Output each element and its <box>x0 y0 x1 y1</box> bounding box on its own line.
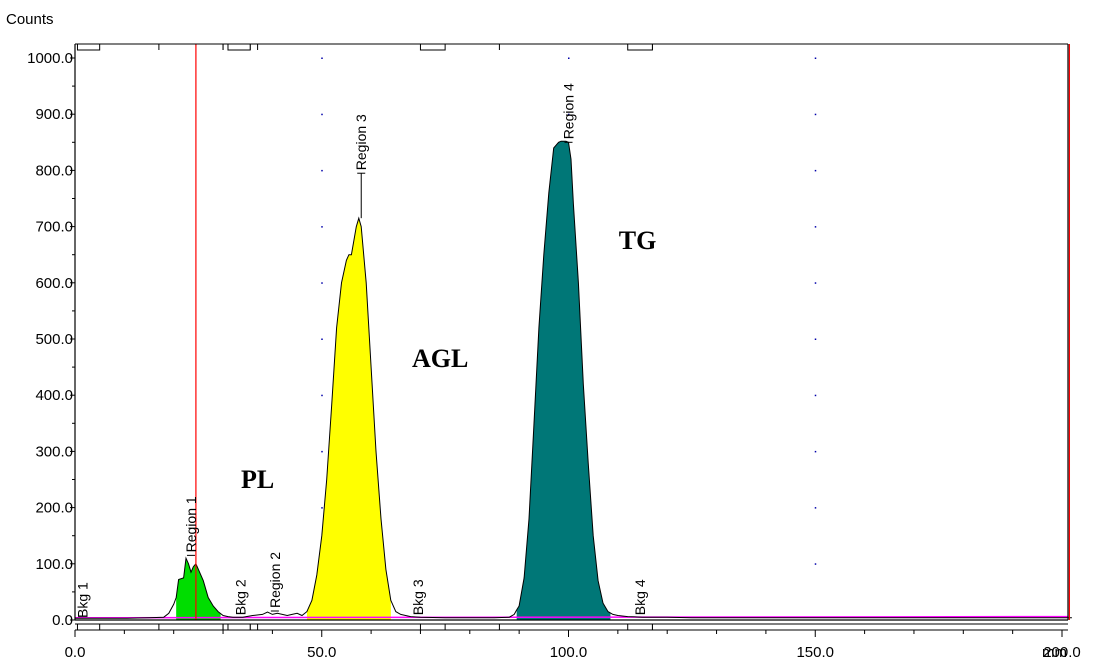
x-tick-label: 150.0 <box>796 644 834 661</box>
region-3-fill <box>306 218 391 621</box>
top-bkg-box[interactable] <box>419 43 446 51</box>
grid-dot <box>321 394 323 397</box>
bkg-label-2: Bkg 2 <box>232 579 248 615</box>
x-tick-label: 50.0 <box>307 644 336 661</box>
y-tick-label: 100.0 <box>35 556 73 573</box>
region-1-fill <box>176 558 221 620</box>
top-bkg-box[interactable] <box>76 43 101 51</box>
grid-dot <box>814 169 817 172</box>
bottom-bkg-box[interactable] <box>627 623 653 631</box>
x-tick-label: 100.0 <box>550 644 588 661</box>
bottom-bkg-box[interactable] <box>76 623 101 631</box>
grid-dot <box>814 394 817 397</box>
peak-label-agl: AGL <box>412 344 468 373</box>
y-tick-label: 200.0 <box>35 500 73 517</box>
y-tick-label: 700.0 <box>35 219 73 236</box>
y-tick-label: 800.0 <box>35 162 73 179</box>
grid-dot <box>814 450 817 453</box>
signal-trace <box>75 140 1072 619</box>
grid-dot <box>321 57 323 59</box>
bottom-bkg-box[interactable] <box>419 623 446 631</box>
y-axis-label: Counts <box>6 11 54 28</box>
grid-dot <box>814 226 817 228</box>
bkg-label-3: Bkg 3 <box>410 579 426 615</box>
grid-dot <box>321 226 323 228</box>
grid-dot <box>321 282 323 284</box>
bkg-label-4: Bkg 4 <box>632 579 648 615</box>
peak-fills <box>176 141 611 621</box>
grid-dot <box>568 113 570 116</box>
region-1-label: Region 1 <box>183 496 199 552</box>
y-tick-label: 500.0 <box>35 331 73 348</box>
grid-dot <box>321 450 323 453</box>
region-4-label: Region 4 <box>561 83 577 139</box>
x-axis-unit-label: mm <box>1042 644 1067 661</box>
grid-dot <box>814 57 817 59</box>
region-2-label: Region 2 <box>267 552 283 608</box>
region-4-fill <box>516 141 611 620</box>
grid-dot <box>814 507 817 509</box>
y-tick-label: 300.0 <box>35 443 73 460</box>
y-tick-label: 600.0 <box>35 275 73 292</box>
bottom-bkg-box[interactable] <box>227 623 251 631</box>
grid-dot <box>321 338 323 340</box>
top-bkg-box[interactable] <box>227 43 251 51</box>
grid-dot <box>814 113 817 116</box>
top-bkg-box[interactable] <box>627 43 653 51</box>
annotation-labels: Bkg 1 Bkg 2 Bkg 3 Bkg 4 Region 1 Region 2 Regi… <box>74 83 656 618</box>
y-tick-label: 400.0 <box>35 387 73 404</box>
y-tick-label: 1000.0 <box>27 50 73 67</box>
peak-label-pl: PL <box>241 465 274 494</box>
peak-label-tg: TG <box>619 226 657 255</box>
plot-frame <box>74 43 1069 631</box>
trace-layer <box>74 44 1072 620</box>
grid-dot <box>568 57 570 59</box>
grid-dot <box>814 563 817 565</box>
x-tick-label: 0.0 <box>65 644 86 661</box>
y-tick-label: 900.0 <box>35 106 73 123</box>
grid-dot <box>814 282 817 284</box>
x-tick-label: 200.0 <box>1043 644 1081 661</box>
y-tick-label: 0.0 <box>52 612 73 629</box>
grid-dot <box>321 113 323 116</box>
axis-ticks: 0.0 100.0 200.0 300.0 400.0 500.0 600.0 700.0 80… <box>27 50 1081 661</box>
grid-dot <box>321 507 323 509</box>
grid-dot <box>321 169 323 172</box>
grid-dot <box>814 338 817 340</box>
region-3-label: Region 3 <box>353 114 369 170</box>
bkg-label-1: Bkg 1 <box>74 582 90 618</box>
